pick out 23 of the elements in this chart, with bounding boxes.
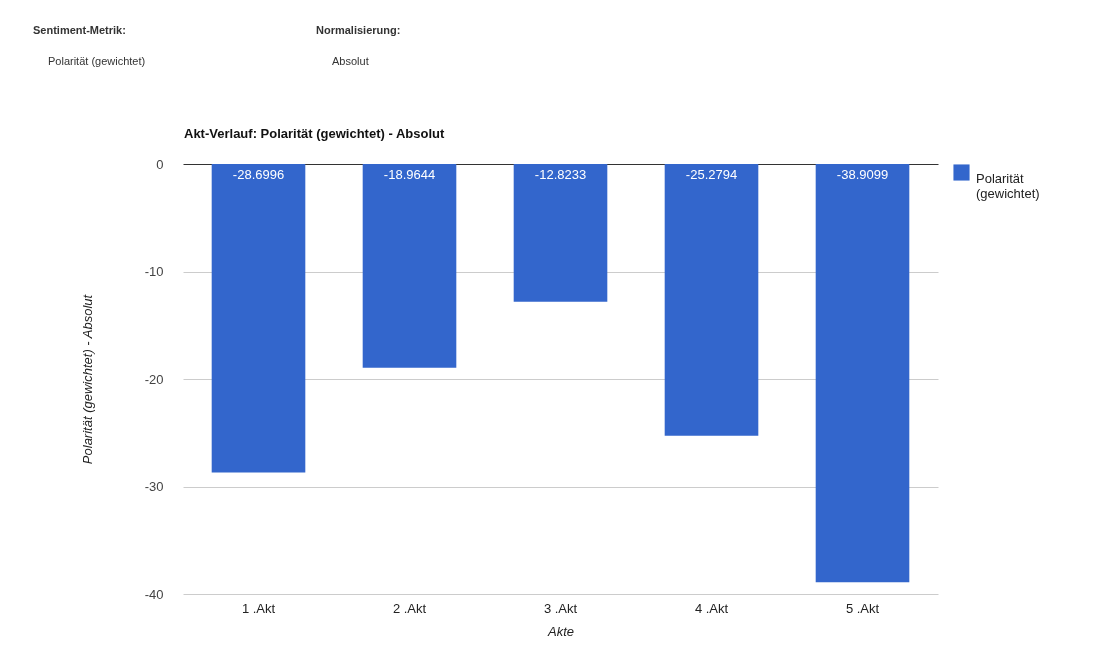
text: Polarität (gewichtet) — [48, 55, 146, 67]
y-tick-label: 0 — [156, 156, 164, 172]
y-tick-label: -30 — [144, 479, 164, 494]
x-axis-title: Akte — [546, 623, 575, 639]
text: Sentiment-Metrik: — [33, 24, 126, 36]
y-axis-title: Polarität (gewichtet) - Absolut — [79, 293, 95, 465]
x-tick-label: 2 .Akt — [392, 600, 427, 616]
legend-label: Polarität (gewichtet) — [976, 170, 1040, 201]
text: Absolut — [332, 55, 369, 67]
chart-title: Akt-Verlauf: Polarität (gewichtet) - Absolut — [184, 126, 445, 141]
x-tick-label: 3 .Akt — [543, 600, 578, 616]
data-label: -25.2794 — [685, 167, 738, 182]
data-label: -12.8233 — [534, 167, 587, 182]
x-tick-label: 5 .Akt — [845, 600, 880, 616]
y-tick-label: -40 — [144, 586, 164, 602]
y-tick-label: -10 — [144, 264, 164, 279]
y-tick-label: -20 — [144, 371, 164, 387]
text: Normalisierung: — [316, 24, 401, 36]
data-label: -38.9099 — [836, 167, 889, 182]
x-tick-label: 1 .Akt — [241, 600, 276, 616]
data-label: -28.6996 — [232, 167, 285, 182]
x-tick-label: 4 .Akt — [694, 600, 729, 616]
data-label: -18.9644 — [383, 167, 436, 182]
